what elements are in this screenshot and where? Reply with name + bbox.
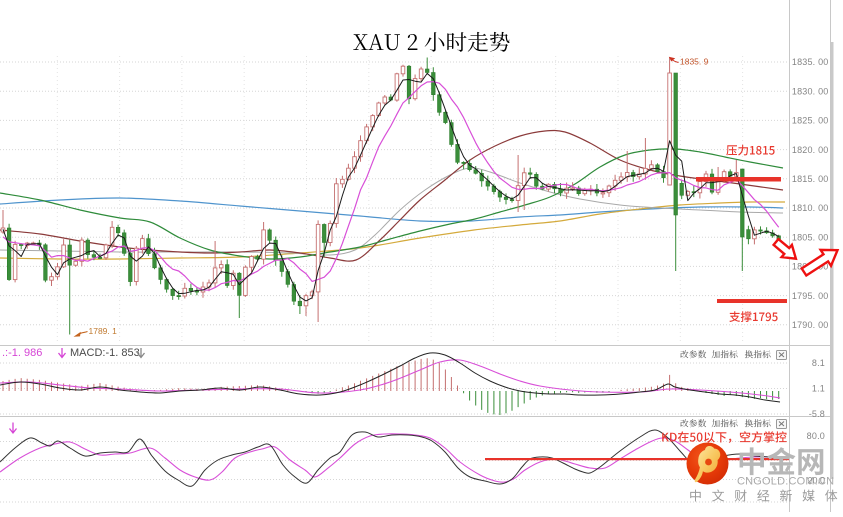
svg-text:MACD:-1. 853: MACD:-1. 853 — [70, 347, 140, 359]
svg-text:1.1: 1.1 — [812, 384, 825, 394]
svg-text:1815. 00: 1815. 00 — [792, 174, 829, 184]
svg-text:1820. 00: 1820. 00 — [792, 145, 829, 155]
svg-text:8.1: 8.1 — [812, 358, 825, 368]
svg-text:.:-1. 986: .:-1. 986 — [2, 347, 42, 359]
svg-text:1825. 00: 1825. 00 — [792, 116, 829, 126]
svg-text:20.0: 20.0 — [807, 476, 825, 486]
svg-text:1795. 00: 1795. 00 — [792, 291, 829, 301]
svg-text:1789. 1: 1789. 1 — [89, 326, 118, 336]
svg-text:1830. 00: 1830. 00 — [792, 86, 829, 96]
svg-text:1805. 00: 1805. 00 — [792, 232, 829, 242]
svg-text:1835. 9: 1835. 9 — [680, 57, 709, 67]
svg-text:CNGOLD.COM.CN: CNGOLD.COM.CN — [737, 476, 834, 488]
svg-text:1810. 00: 1810. 00 — [792, 203, 829, 213]
svg-text:-5.8: -5.8 — [809, 409, 825, 419]
svg-text:80.0: 80.0 — [807, 431, 825, 441]
svg-text:1790. 00: 1790. 00 — [792, 320, 829, 330]
svg-text:1835. 00: 1835. 00 — [792, 57, 829, 67]
